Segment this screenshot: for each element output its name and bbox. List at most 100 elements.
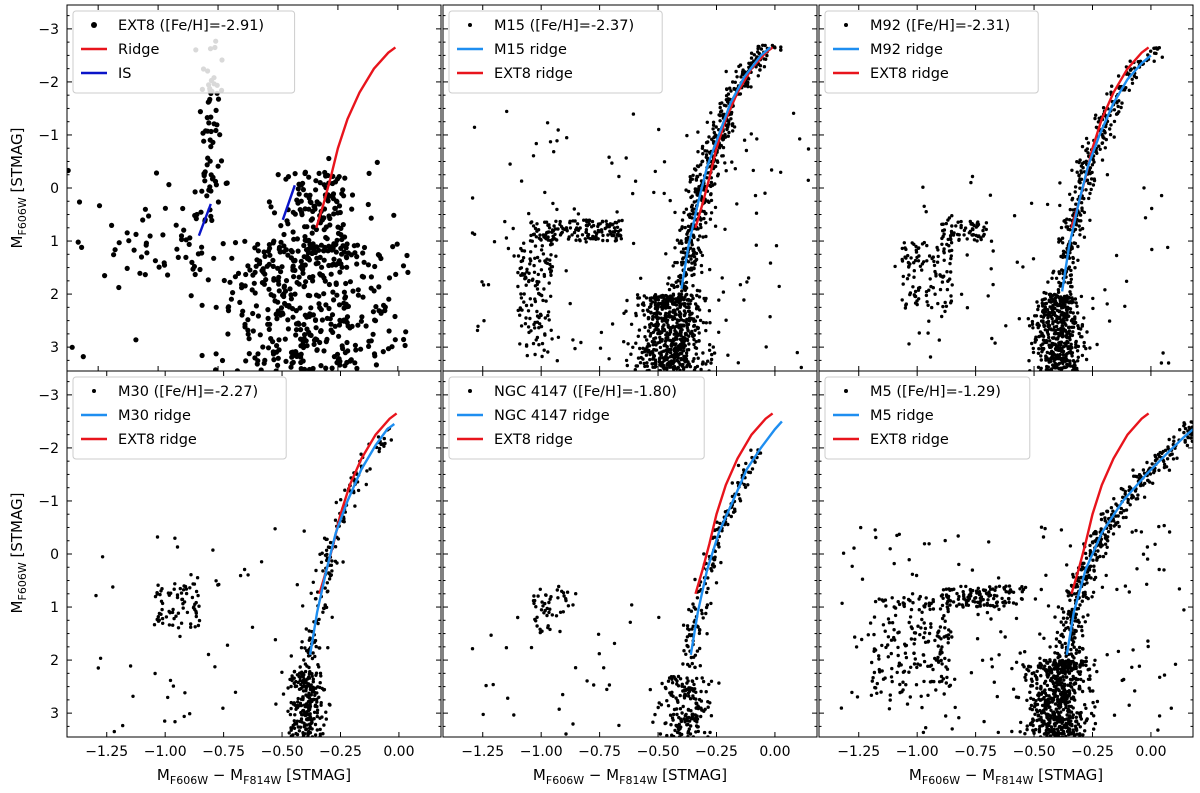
star-point bbox=[1105, 302, 1109, 306]
star-point bbox=[368, 467, 372, 471]
star-point bbox=[677, 241, 682, 245]
star-point bbox=[684, 207, 689, 211]
star-point bbox=[672, 317, 676, 321]
star-point bbox=[709, 198, 714, 203]
star-point bbox=[67, 167, 71, 174]
star-point bbox=[1028, 690, 1032, 694]
star-point bbox=[294, 679, 298, 684]
star-point bbox=[685, 325, 689, 330]
star-point bbox=[684, 652, 688, 656]
star-point bbox=[253, 263, 259, 269]
star-point bbox=[947, 216, 952, 220]
star-point bbox=[698, 234, 702, 238]
star-point bbox=[708, 730, 712, 735]
star-point bbox=[1084, 159, 1089, 163]
star-point bbox=[347, 358, 353, 364]
star-point bbox=[245, 263, 251, 269]
star-point bbox=[1068, 192, 1072, 196]
star-point bbox=[1150, 247, 1154, 252]
star-point bbox=[727, 98, 731, 102]
star-point bbox=[69, 344, 75, 350]
star-point bbox=[904, 302, 908, 306]
star-point bbox=[209, 217, 215, 223]
star-point bbox=[762, 65, 767, 69]
star-point bbox=[664, 299, 669, 304]
star-point bbox=[682, 210, 686, 215]
star-point bbox=[316, 201, 322, 207]
star-point bbox=[183, 254, 189, 260]
star-point bbox=[1127, 88, 1132, 93]
star-point bbox=[1054, 354, 1059, 358]
star-point bbox=[198, 209, 204, 215]
star-point bbox=[971, 222, 975, 227]
star-point bbox=[1052, 292, 1057, 297]
star-point bbox=[541, 252, 546, 256]
star-point bbox=[736, 463, 741, 468]
star-point bbox=[365, 469, 369, 473]
star-point bbox=[731, 80, 735, 84]
star-point bbox=[131, 247, 137, 253]
star-point bbox=[386, 328, 392, 334]
star-point bbox=[1119, 105, 1123, 110]
star-point bbox=[693, 262, 697, 267]
star-point bbox=[681, 662, 685, 666]
star-point bbox=[358, 346, 364, 352]
star-point bbox=[548, 597, 552, 601]
star-point bbox=[610, 322, 615, 326]
star-point bbox=[701, 616, 705, 620]
star-point bbox=[208, 144, 214, 150]
star-point bbox=[526, 325, 531, 329]
star-point bbox=[1109, 123, 1113, 127]
star-point bbox=[571, 722, 575, 726]
star-point bbox=[524, 303, 529, 308]
star-point bbox=[1114, 253, 1119, 258]
star-point bbox=[692, 272, 696, 277]
star-point bbox=[518, 313, 522, 317]
star-point bbox=[335, 224, 341, 230]
star-point bbox=[1080, 208, 1084, 213]
star-point bbox=[687, 719, 692, 723]
star-point bbox=[318, 727, 322, 732]
star-point bbox=[376, 435, 381, 439]
star-point bbox=[344, 304, 350, 310]
star-point bbox=[275, 362, 281, 368]
star-point bbox=[1105, 92, 1109, 96]
star-point bbox=[689, 205, 694, 209]
star-point bbox=[700, 144, 705, 149]
star-point bbox=[260, 344, 266, 350]
star-point bbox=[554, 219, 558, 223]
star-point bbox=[94, 593, 98, 598]
star-point bbox=[1031, 723, 1035, 728]
star-point bbox=[673, 260, 677, 265]
star-point bbox=[708, 217, 713, 221]
star-point bbox=[313, 693, 317, 697]
star-point bbox=[291, 274, 297, 280]
star-point bbox=[330, 615, 334, 619]
star-point bbox=[965, 253, 969, 257]
star-point bbox=[274, 702, 278, 706]
star-point bbox=[552, 224, 556, 228]
star-point bbox=[587, 218, 591, 223]
star-point bbox=[1166, 245, 1170, 250]
star-point bbox=[1062, 678, 1066, 682]
star-point bbox=[519, 246, 523, 251]
star-point bbox=[276, 281, 282, 287]
star-point bbox=[1076, 244, 1080, 249]
star-point bbox=[687, 305, 691, 309]
star-point bbox=[516, 254, 521, 258]
star-point bbox=[315, 728, 319, 732]
star-point bbox=[984, 221, 989, 225]
star-point bbox=[1069, 351, 1074, 356]
star-point bbox=[715, 527, 719, 532]
star-point bbox=[1042, 323, 1046, 327]
star-point bbox=[697, 589, 701, 593]
star-point bbox=[300, 367, 306, 371]
star-point bbox=[197, 618, 202, 623]
star-point bbox=[327, 577, 332, 581]
star-point bbox=[938, 273, 942, 277]
star-point bbox=[1023, 675, 1027, 679]
star-point bbox=[565, 229, 569, 233]
star-point bbox=[1116, 74, 1121, 78]
star-point bbox=[175, 254, 181, 260]
